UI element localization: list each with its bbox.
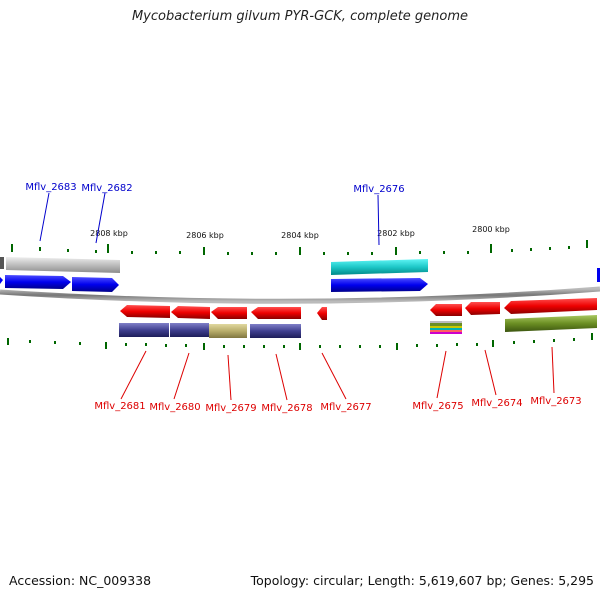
genome-summary-text: Topology: circular; Length: 5,619,607 bp…: [250, 573, 594, 588]
gene-label[interactable]: Mflv_2681: [94, 401, 145, 412]
gray-feature: [6, 257, 120, 273]
gene-arrow-mflv-2674[interactable]: [465, 302, 500, 315]
gene-label[interactable]: Mflv_2675: [412, 401, 463, 412]
gene-arrow-mflv-2675[interactable]: [430, 304, 462, 316]
gene-label[interactable]: Mflv_2676: [353, 184, 404, 195]
scale-label: 2804 kbp: [281, 231, 319, 240]
leader-lines: [39, 192, 555, 401]
scale-label: 2806 kbp: [186, 231, 224, 240]
accession-text: Accession: NC_009338: [9, 573, 152, 588]
gene-arrow-mflv-2673[interactable]: [504, 298, 597, 314]
gene-arrow-mflv-2680[interactable]: [171, 306, 210, 319]
partial-blue-gene-right: [597, 268, 600, 282]
navy-feature: [170, 323, 209, 337]
gene-arrow-mflv-2676[interactable]: [331, 278, 428, 292]
reverse-features: [119, 298, 597, 338]
gene-label[interactable]: Mflv_2673: [530, 396, 581, 407]
forward-features: [0, 257, 428, 292]
gene-arrow-mflv-2681[interactable]: [120, 305, 170, 318]
olive-feature: [505, 315, 597, 332]
gene-arrow-mflv-2678[interactable]: [251, 307, 301, 319]
gene-arrow-mflv-2683[interactable]: [5, 275, 71, 289]
khaki-feature: [209, 324, 247, 338]
outer-ticks: [11, 240, 588, 255]
navy-feature: [119, 323, 169, 337]
gene-arrow-mflv-2677[interactable]: [317, 307, 327, 320]
multicolor-feature: [430, 321, 462, 334]
gene-label[interactable]: Mflv_2679: [205, 403, 256, 414]
partial-blue-gene-left: [0, 277, 3, 284]
scale-labels: 2808 kbp 2806 kbp 2804 kbp 2802 kbp 2800…: [90, 225, 510, 240]
gene-label[interactable]: Mflv_2682: [81, 183, 132, 194]
navy-feature: [250, 324, 301, 338]
gene-label[interactable]: Mflv_2678: [261, 403, 312, 414]
scale-label: 2802 kbp: [377, 229, 415, 238]
gene-label[interactable]: Mflv_2680: [149, 402, 200, 413]
genome-backbone: [0, 286, 600, 304]
cyan-feature: [331, 259, 428, 275]
gene-label[interactable]: Mflv_2683: [25, 182, 76, 193]
scale-label: 2808 kbp: [90, 229, 128, 238]
gray-feature-track: [0, 257, 4, 269]
inner-ticks: [7, 333, 593, 350]
scale-label: 2800 kbp: [472, 225, 510, 234]
gene-label[interactable]: Mflv_2674: [471, 398, 522, 409]
genome-title: Mycobacterium gilvum PYR-GCK, complete g…: [131, 9, 469, 24]
gene-arrow-mflv-2682[interactable]: [72, 277, 119, 292]
gene-arrow-mflv-2679[interactable]: [211, 307, 247, 319]
gene-label[interactable]: Mflv_2677: [320, 402, 371, 413]
